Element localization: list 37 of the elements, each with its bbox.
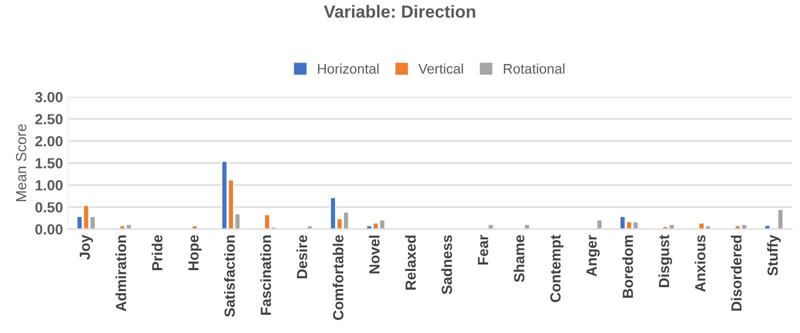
bar xyxy=(776,208,784,230)
x-tick-label: Joy xyxy=(80,234,93,260)
x-tick-label: Novel xyxy=(368,236,380,274)
x-tick-label: Fear xyxy=(478,234,488,264)
y-tick-label: 2.50 xyxy=(35,114,63,124)
x-tick-label: Stuffy xyxy=(767,234,781,276)
x-tick-label: Comfortable xyxy=(332,235,344,320)
x-tick-label: Anxious xyxy=(694,235,706,292)
x-tick-label: Boredom xyxy=(622,236,634,298)
y-tick-label: 0.00 xyxy=(35,224,63,235)
y-tick-label: 1.50 xyxy=(36,158,63,168)
y-tick-label: 2.00 xyxy=(35,136,63,146)
x-tick-label: Shame xyxy=(514,235,524,282)
legend-label: Vertical xyxy=(418,64,463,74)
y-tick-label: 0.50 xyxy=(35,202,63,212)
x-tick-label: Desire xyxy=(296,235,308,278)
x-tick-label: Pride xyxy=(152,235,162,270)
chart-title: Variable: Direction xyxy=(324,4,476,18)
bar xyxy=(487,224,494,230)
x-tick-label: Sadness xyxy=(441,235,452,294)
bar xyxy=(596,219,603,230)
bar xyxy=(524,224,530,230)
legend-label: Rotational xyxy=(504,64,564,74)
x-tick-label: Fascination xyxy=(260,236,272,315)
x-tick-label: Relaxed xyxy=(405,236,416,290)
x-tick-label: Disgust xyxy=(658,234,672,288)
y-tick-label: 1.00 xyxy=(36,180,63,190)
x-tick-label: Admiration xyxy=(116,236,126,312)
x-tick-label: Contempt xyxy=(550,234,564,302)
y-axis-title: Mean Score xyxy=(16,124,26,202)
x-tick-label: Anger xyxy=(586,234,600,276)
x-tick-label: Hope xyxy=(188,235,202,270)
y-tick-label: 3.00 xyxy=(35,92,63,102)
legend-label: Horizontal xyxy=(318,64,379,74)
x-tick-label: Disordered xyxy=(730,236,742,311)
bar xyxy=(764,224,771,230)
x-tick-label: Satisfaction xyxy=(224,236,235,317)
